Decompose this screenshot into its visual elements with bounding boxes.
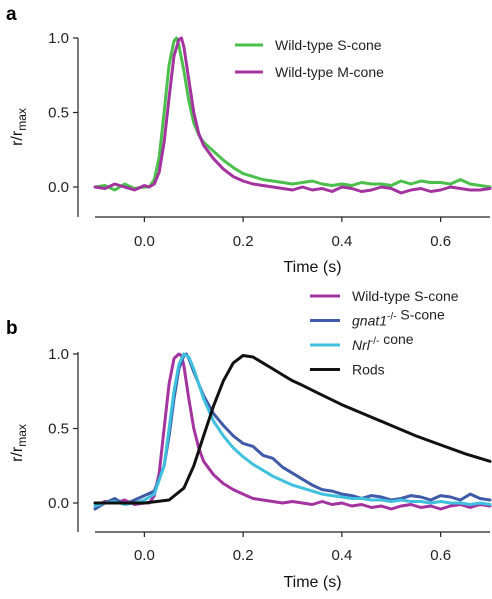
- chart-a-x-tick-label: 0.2: [233, 233, 254, 250]
- chart-a-x-axis-label: Time (s): [283, 259, 341, 276]
- chart-b-y-tick-label: 0.5: [48, 421, 69, 438]
- chart-a-legend-label: Wild-type S-cone: [275, 37, 382, 53]
- chart-b-y-tick-label: 1.0: [48, 346, 69, 363]
- chart-b-y-tick-label: 0.0: [48, 495, 69, 512]
- chart-b-legend-label: Rods: [352, 362, 385, 378]
- chart-b-legend-label: gnat1-/- S-cone: [352, 307, 445, 329]
- chart-panel-a: 0.0 0.5 1.0 0.0 0.2 0.4 0.6 Time (s) r/rmax Wild-…: [9, 30, 492, 276]
- chart-b-x-tick-label: 0.4: [331, 547, 352, 564]
- chart-a-y-tick-label: 0.5: [48, 105, 69, 122]
- chart-a-x-tick-label: 0.4: [331, 233, 352, 250]
- chart-b-legend-label: Nrl-/- cone: [352, 331, 414, 353]
- chart-panel-b: 0.0 0.5 1.0 0.0 0.2 0.4 0.6 Time (s) r/rmax Wild-…: [9, 288, 492, 591]
- chart-b-series-line-3: [93, 352, 492, 508]
- chart-b-series-line-4: [93, 354, 492, 505]
- chart-a-x-tick-label: 0.0: [134, 233, 155, 250]
- chart-a-x-tick-label: 0.6: [430, 233, 451, 250]
- chart-b-x-tick-label: 0.0: [134, 547, 155, 564]
- chart-a-y-axis-label: r/rmax: [9, 108, 29, 146]
- chart-b-x-axis-label: Time (s): [283, 574, 341, 591]
- chart-b-x-tick-label: 0.2: [233, 547, 254, 564]
- chart-b-legend-label: Wild-type S-cone: [352, 288, 459, 304]
- chart-a-legend-label: Wild-type M-cone: [275, 64, 384, 80]
- chart-a-series-line-1: [93, 36, 492, 192]
- panel-a-letter: a: [6, 4, 17, 25]
- chart-a-y-tick-label: 1.0: [48, 30, 69, 47]
- chart-a-series-line-2: [93, 36, 492, 195]
- chart-b-y-axis-label: r/rmax: [9, 424, 29, 462]
- chart-a-y-tick-label: 0.0: [48, 179, 69, 196]
- panel-b-letter: b: [6, 318, 18, 339]
- chart-b-x-tick-label: 0.6: [430, 547, 451, 564]
